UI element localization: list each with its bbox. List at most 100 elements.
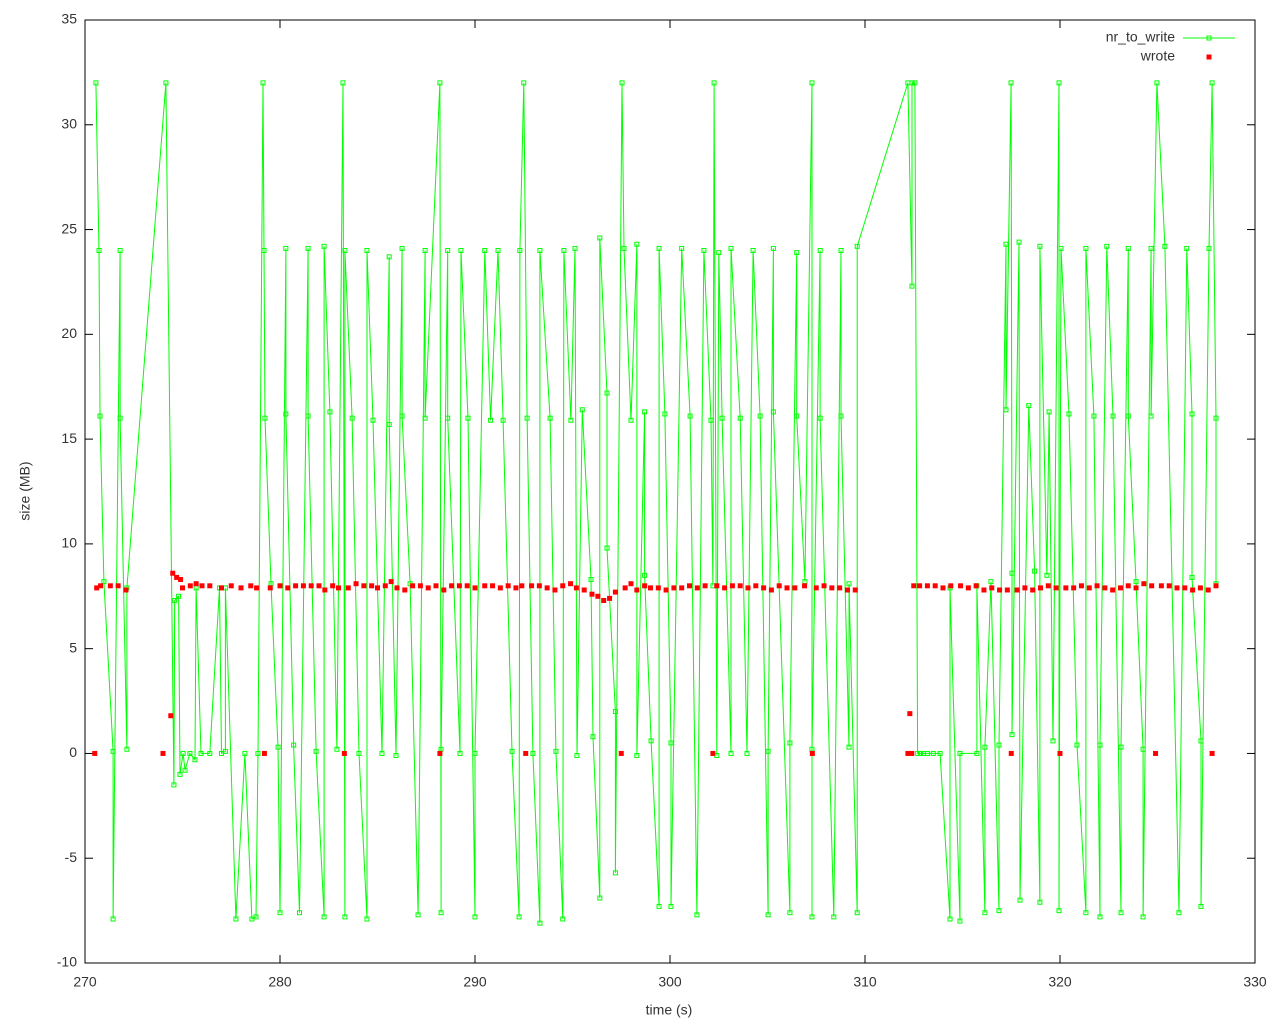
data-point — [1078, 583, 1084, 589]
data-point — [174, 574, 180, 580]
data-point — [364, 248, 370, 254]
data-point — [917, 583, 923, 589]
plot-frame — [84, 19, 1256, 964]
data-point — [668, 903, 674, 909]
data-point — [1022, 585, 1028, 591]
data-point — [574, 753, 580, 759]
data-point — [233, 916, 239, 922]
data-point — [1118, 744, 1124, 750]
data-point — [1053, 585, 1059, 591]
data-point — [417, 583, 423, 589]
data-point — [597, 235, 603, 241]
data-point — [687, 413, 693, 419]
data-point — [375, 585, 380, 591]
data-point — [924, 750, 930, 756]
data-point — [192, 757, 198, 763]
data-point — [93, 80, 99, 86]
data-point — [1050, 738, 1056, 744]
data-point — [1091, 413, 1097, 419]
data-point — [464, 583, 470, 589]
data-point — [523, 750, 529, 756]
data-point — [553, 748, 559, 754]
data-point — [765, 912, 771, 918]
data-point — [1030, 587, 1036, 593]
data-point — [957, 918, 963, 924]
data-point — [369, 583, 375, 589]
data-point — [297, 910, 302, 916]
data-point — [305, 413, 311, 419]
data-point — [997, 587, 1003, 593]
data-point — [679, 245, 685, 251]
data-point — [794, 250, 800, 256]
data-point — [330, 583, 336, 589]
legend-marker — [1206, 35, 1212, 41]
data-point — [1174, 585, 1180, 591]
data-point — [253, 914, 259, 920]
data-point — [1110, 587, 1116, 593]
data-point — [794, 413, 800, 419]
data-point — [1182, 585, 1188, 591]
data-point — [716, 250, 722, 256]
data-point — [438, 910, 444, 916]
data-point — [581, 587, 587, 593]
data-point — [837, 585, 843, 591]
x-tick-label: 320 — [1048, 974, 1072, 990]
data-point — [1008, 80, 1014, 86]
data-point — [1003, 241, 1009, 247]
data-point — [568, 581, 574, 587]
data-point — [1057, 750, 1063, 756]
data-point — [671, 585, 677, 591]
data-point — [784, 585, 790, 591]
data-point — [1056, 80, 1062, 86]
data-point — [353, 581, 359, 587]
data-point — [1125, 413, 1131, 419]
data-point — [1198, 738, 1204, 744]
y-tick-label: 0 — [69, 744, 77, 760]
data-point — [456, 583, 462, 589]
data-point — [770, 409, 776, 415]
data-point — [765, 748, 771, 754]
data-point — [560, 583, 566, 589]
data-point — [524, 415, 530, 421]
data-point — [595, 593, 601, 599]
data-point — [1066, 411, 1072, 417]
data-point — [802, 583, 808, 589]
data-point — [996, 908, 1002, 914]
data-point — [321, 914, 327, 920]
data-point — [642, 583, 648, 589]
data-point — [386, 421, 392, 427]
data-point — [656, 903, 662, 909]
data-point — [124, 746, 130, 752]
data-point — [1205, 587, 1211, 593]
data-point — [176, 593, 182, 599]
data-point — [1097, 742, 1103, 748]
data-point — [1037, 899, 1043, 905]
data-point — [465, 415, 471, 421]
data-point — [1037, 243, 1043, 249]
data-point — [648, 585, 653, 591]
data-point — [965, 585, 971, 591]
data-point — [930, 750, 936, 756]
data-point — [854, 910, 860, 916]
data-point — [1045, 583, 1051, 589]
data-point — [1190, 587, 1196, 593]
data-point — [345, 585, 351, 591]
data-point — [568, 417, 574, 423]
data-point — [433, 583, 439, 589]
data-point — [267, 585, 273, 591]
data-point — [402, 587, 408, 593]
data-point — [844, 587, 850, 593]
data-point — [1038, 585, 1043, 591]
data-point — [283, 245, 289, 251]
data-point — [172, 597, 178, 603]
data-point — [634, 241, 640, 247]
data-point — [364, 916, 370, 922]
data-point — [379, 750, 385, 756]
data-point — [472, 750, 478, 756]
data-point — [1003, 407, 1009, 413]
data-point — [248, 583, 254, 589]
data-point — [110, 916, 116, 922]
data-point — [193, 581, 199, 587]
data-point — [410, 583, 416, 589]
y-tick-label: 20 — [61, 325, 77, 341]
